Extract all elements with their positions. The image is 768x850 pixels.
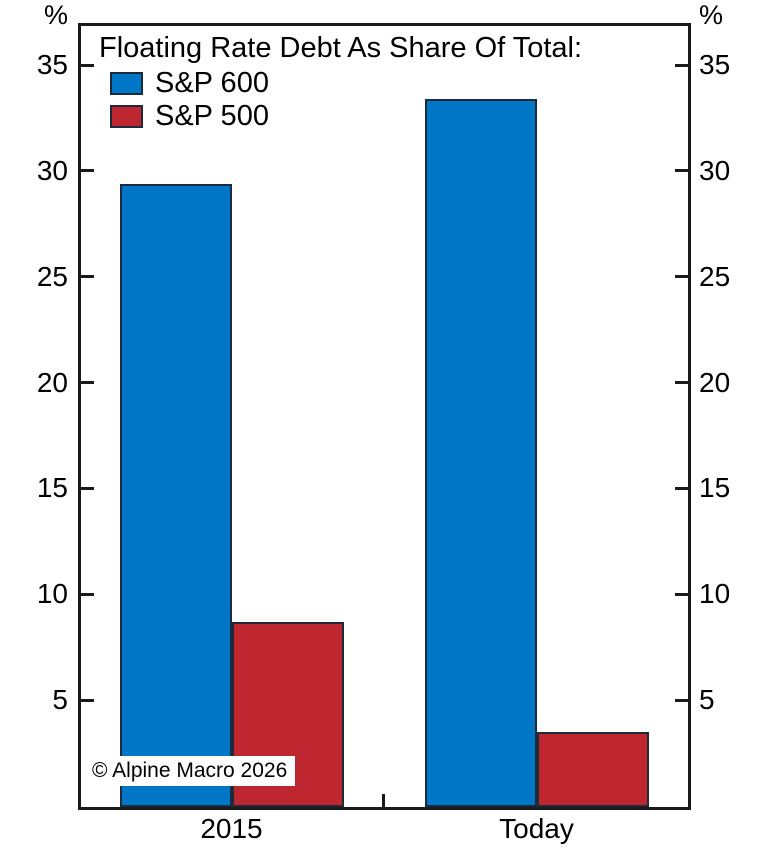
x-divider-tick <box>381 794 385 807</box>
legend-swatch-sp500 <box>110 104 143 128</box>
y-tick-label-right-30: 30 <box>699 154 731 186</box>
bar-s-p-600-2015 <box>119 183 232 807</box>
x-category-label-2015: 2015 <box>200 813 263 844</box>
y-tick-label-right-25: 25 <box>699 260 731 292</box>
y-tick-right-25 <box>675 275 688 279</box>
y-tick-left-30 <box>81 169 94 173</box>
y-tick-label-left-15: 15 <box>36 472 68 504</box>
y-tick-right-30 <box>675 169 688 173</box>
bar-s-p-600-today <box>424 98 537 807</box>
y-tick-label-right-20: 20 <box>699 366 731 398</box>
x-category-label-today: Today <box>499 813 574 844</box>
y-tick-label-left-25: 25 <box>36 260 68 292</box>
chart-title: Floating Rate Debt As Share Of Total: <box>99 32 583 64</box>
y-tick-label-left-10: 10 <box>36 578 68 610</box>
y-tick-label-left-30: 30 <box>36 154 68 186</box>
y-tick-label-right-5: 5 <box>699 684 715 716</box>
y-tick-right-35 <box>675 63 688 67</box>
y-tick-right-15 <box>675 486 688 490</box>
y-axis-unit-left: % <box>43 0 68 30</box>
y-tick-left-20 <box>81 381 94 385</box>
y-tick-right-20 <box>675 381 688 385</box>
y-tick-label-left-35: 35 <box>36 49 68 81</box>
y-tick-label-right-15: 15 <box>699 472 731 504</box>
y-tick-label-right-35: 35 <box>699 49 731 81</box>
y-tick-right-5 <box>675 698 688 702</box>
legend-label-sp500: S&P 500 <box>155 99 269 132</box>
copyright-label: © Alpine Macro 2026 <box>87 756 296 786</box>
y-tick-label-left-20: 20 <box>36 366 68 398</box>
legend-item-sp500: S&P 500 <box>110 99 269 132</box>
y-tick-left-10 <box>81 592 94 596</box>
y-tick-left-25 <box>81 275 94 279</box>
legend-item-sp600: S&P 600 <box>110 66 269 99</box>
y-tick-left-35 <box>81 63 94 67</box>
legend-label-sp600: S&P 600 <box>155 66 269 99</box>
bar-s-p-500-today <box>536 731 649 807</box>
y-axis-unit-right: % <box>699 0 724 30</box>
legend-swatch-sp600 <box>110 71 143 95</box>
y-tick-right-10 <box>675 592 688 596</box>
y-tick-left-5 <box>81 698 94 702</box>
y-tick-label-left-5: 5 <box>52 684 68 716</box>
y-tick-label-right-10: 10 <box>699 578 731 610</box>
y-tick-left-15 <box>81 486 94 490</box>
